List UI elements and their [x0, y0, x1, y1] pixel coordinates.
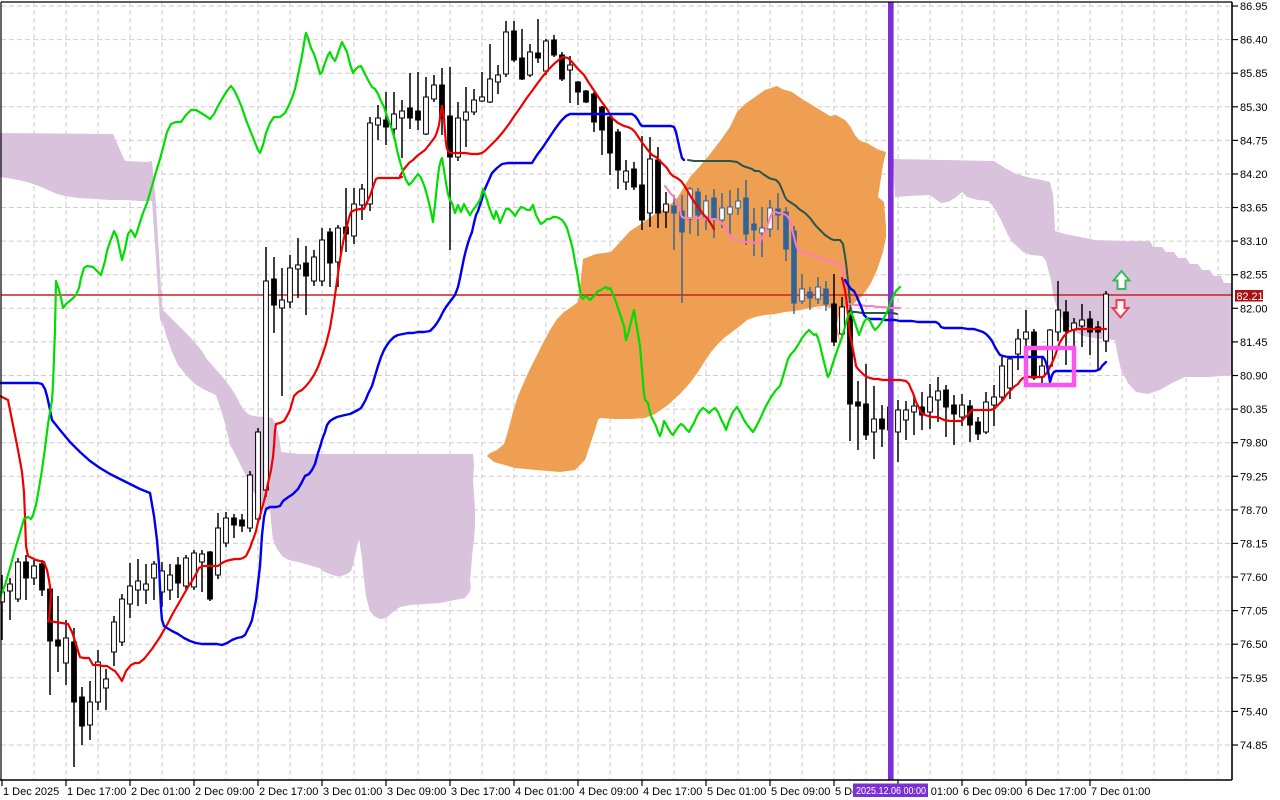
- svg-text:80.90: 80.90: [1240, 371, 1268, 383]
- svg-text:1 Dec 2025: 1 Dec 2025: [3, 786, 59, 798]
- svg-text:2 Dec 01:00: 2 Dec 01:00: [131, 786, 190, 798]
- svg-text:6 Dec 17:00: 6 Dec 17:00: [1027, 786, 1086, 798]
- svg-text:1 Dec 17:00: 1 Dec 17:00: [67, 786, 126, 798]
- svg-text:7 Dec 01:00: 7 Dec 01:00: [1091, 786, 1150, 798]
- svg-text:74.85: 74.85: [1240, 740, 1268, 752]
- svg-text:81.45: 81.45: [1240, 337, 1268, 349]
- svg-text:76.50: 76.50: [1240, 639, 1268, 651]
- svg-text:3 Dec 09:00: 3 Dec 09:00: [387, 786, 446, 798]
- svg-text:82.55: 82.55: [1240, 270, 1268, 282]
- svg-text:3 Dec 01:00: 3 Dec 01:00: [323, 786, 382, 798]
- svg-text:85.30: 85.30: [1240, 102, 1268, 114]
- svg-text:77.05: 77.05: [1240, 606, 1268, 618]
- svg-text:78.15: 78.15: [1240, 538, 1268, 550]
- svg-text:80.35: 80.35: [1240, 404, 1268, 416]
- svg-text:2 Dec 17:00: 2 Dec 17:00: [259, 786, 318, 798]
- svg-text:75.40: 75.40: [1240, 706, 1268, 718]
- svg-text:86.95: 86.95: [1240, 1, 1268, 13]
- svg-text:5 Dec 01:00: 5 Dec 01:00: [707, 786, 766, 798]
- svg-text:4 Dec 01:00: 4 Dec 01:00: [515, 786, 574, 798]
- svg-text:79.25: 79.25: [1240, 471, 1268, 483]
- svg-text:83.10: 83.10: [1240, 236, 1268, 248]
- svg-text:2 Dec 09:00: 2 Dec 09:00: [195, 786, 254, 798]
- svg-text:77.60: 77.60: [1240, 572, 1268, 584]
- svg-text:5 Dec 09:00: 5 Dec 09:00: [771, 786, 830, 798]
- svg-text:78.70: 78.70: [1240, 505, 1268, 517]
- svg-text:75.95: 75.95: [1240, 673, 1268, 685]
- svg-text:2025.12.06 00:00: 2025.12.06 00:00: [856, 785, 926, 797]
- svg-text:4 Dec 17:00: 4 Dec 17:00: [643, 786, 702, 798]
- svg-text:85.85: 85.85: [1240, 68, 1268, 80]
- svg-text:79.80: 79.80: [1240, 438, 1268, 450]
- svg-text:84.20: 84.20: [1240, 169, 1268, 181]
- svg-text:86.40: 86.40: [1240, 35, 1268, 47]
- svg-text:82.21: 82.21: [1237, 291, 1264, 303]
- svg-text:6 Dec 09:00: 6 Dec 09:00: [963, 786, 1022, 798]
- svg-text:82.00: 82.00: [1240, 303, 1268, 315]
- svg-text:3 Dec 17:00: 3 Dec 17:00: [451, 786, 510, 798]
- svg-text:4 Dec 09:00: 4 Dec 09:00: [579, 786, 638, 798]
- svg-text:83.65: 83.65: [1240, 203, 1268, 215]
- svg-text:84.75: 84.75: [1240, 135, 1268, 147]
